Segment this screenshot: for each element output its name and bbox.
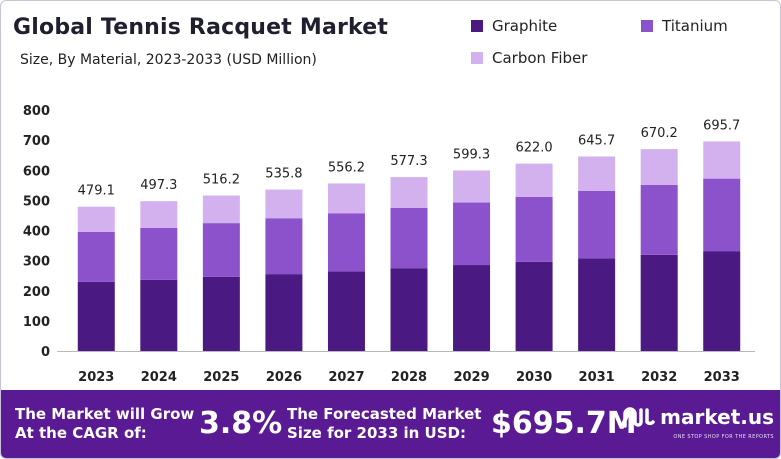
bar-segment-titanium [578, 190, 616, 259]
y-tick-label: 800 [23, 104, 50, 119]
bar-segment-titanium [515, 196, 553, 262]
bar-segment-graphite [265, 274, 303, 351]
legend-label-graphite: Graphite [492, 17, 558, 35]
y-tick-label: 300 [23, 255, 50, 270]
bar-segment-carbon-fiber [703, 141, 741, 179]
bar-segment-graphite [515, 261, 553, 351]
stacked-bar-chart: 0 100 200 300 400 500 600 700 800 479.1 2023 497.3 2… [23, 104, 755, 385]
legend-item-titanium: Titanium [641, 17, 728, 35]
chart-title: Global Tennis Racquet Market [13, 15, 389, 40]
brand-tagline: ONE STOP SHOP FOR THE REPORTS [673, 434, 774, 440]
bar-segment-carbon-fiber [640, 149, 678, 185]
bar-segment-titanium [640, 184, 678, 255]
bar-segment-titanium [202, 223, 240, 277]
bar-segment-carbon-fiber [390, 177, 428, 208]
bar-total-label: 599.3 [453, 147, 490, 162]
legend-label-carbon-fiber: Carbon Fiber [492, 49, 588, 67]
bar-segment-titanium [390, 207, 428, 269]
bar-segment-titanium [77, 231, 115, 282]
bar-segment-graphite [327, 271, 365, 351]
cagr-label: The Market will Grow At the CAGR of: [15, 405, 194, 443]
bar-segment-carbon-fiber [578, 156, 616, 191]
x-tick-label: 2033 [704, 370, 740, 385]
cagr-value: 3.8% [199, 406, 283, 441]
forecast-value: $695.7M [491, 406, 637, 441]
bar-segment-graphite [140, 279, 178, 351]
x-tick-label: 2024 [141, 370, 177, 385]
bar-segment-graphite [453, 265, 491, 351]
brand-name: market.us [660, 405, 774, 429]
bar-segment-carbon-fiber [453, 170, 491, 203]
y-tick-label: 500 [23, 194, 50, 209]
bar-total-label: 622.0 [515, 141, 552, 156]
legend-swatch-titanium [641, 20, 653, 32]
y-tick-label: 400 [23, 225, 50, 240]
x-tick-label: 2026 [266, 370, 302, 385]
y-tick-label: 0 [41, 345, 50, 360]
bar-total-label: 516.2 [203, 172, 240, 187]
x-tick-label: 2028 [391, 370, 427, 385]
cagr-label-line1: The Market will Grow [15, 405, 195, 423]
bar-total-label: 695.7 [703, 118, 740, 133]
bar-total-label: 577.3 [390, 154, 427, 169]
legend-item-carbon-fiber: Carbon Fiber [471, 49, 587, 67]
chart-subtitle: Size, By Material, 2023-2033 (USD Millio… [20, 52, 317, 68]
bar-segment-titanium [453, 202, 491, 266]
x-tick-label: 2025 [203, 370, 239, 385]
brand-logo-group: market.us [622, 404, 774, 430]
bar-segment-graphite [77, 281, 115, 351]
bar-segment-graphite [202, 276, 240, 351]
y-tick-label: 200 [23, 285, 50, 300]
bar-segment-carbon-fiber [327, 183, 365, 214]
bar-segment-graphite [703, 251, 741, 351]
x-tick-label: 2029 [453, 370, 489, 385]
legend-swatch-carbon-fiber [471, 52, 483, 64]
legend-item-graphite: Graphite [471, 17, 557, 35]
bar-total-label: 670.2 [641, 126, 678, 141]
bar-segment-carbon-fiber [202, 195, 240, 224]
x-tick-label: 2031 [579, 370, 615, 385]
x-tick-label: 2027 [328, 370, 364, 385]
forecast-label: The Forecasted Market Size for 2033 in U… [287, 405, 481, 443]
y-tick-label: 100 [23, 315, 50, 330]
bar-total-label: 556.2 [328, 160, 365, 175]
footer-banner: The Market will Grow At the CAGR of: 3.8… [1, 390, 780, 458]
bar-total-label: 497.3 [140, 178, 177, 193]
x-tick-label: 2032 [641, 370, 677, 385]
legend-swatch-graphite [471, 20, 483, 32]
forecast-label-line2: Size for 2033 in USD: [287, 424, 466, 442]
bar-segment-titanium [265, 218, 303, 275]
bar-segment-carbon-fiber [77, 206, 115, 232]
bar-segment-carbon-fiber [140, 201, 178, 228]
bar-segment-graphite [390, 268, 428, 351]
y-tick-label: 700 [23, 134, 50, 149]
bar-segment-carbon-fiber [515, 163, 553, 197]
forecast-label-line1: The Forecasted Market [287, 405, 482, 423]
bar-total-label: 645.7 [578, 133, 615, 148]
y-tick-label: 600 [23, 164, 50, 179]
cagr-label-line2: At the CAGR of: [15, 424, 147, 442]
market-us-logo-icon [623, 407, 655, 428]
x-tick-label: 2023 [78, 370, 114, 385]
bar-segment-graphite [640, 254, 678, 351]
legend-label-titanium: Titanium [662, 17, 728, 35]
bar-segment-graphite [578, 258, 616, 351]
bar-segment-titanium [140, 227, 178, 280]
bar-total-label: 479.1 [78, 184, 115, 199]
bar-total-label: 535.8 [265, 167, 302, 182]
bar-segment-carbon-fiber [265, 189, 303, 219]
x-tick-label: 2030 [516, 370, 552, 385]
bar-segment-titanium [327, 213, 365, 272]
bar-segment-titanium [703, 178, 741, 252]
